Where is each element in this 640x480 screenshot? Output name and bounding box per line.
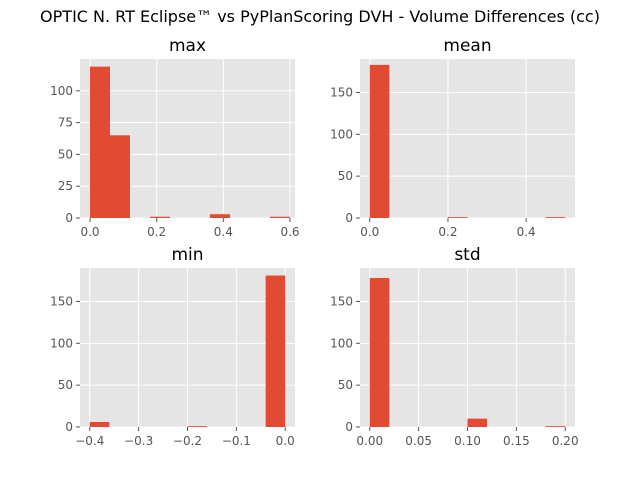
x-tick-label-max: 0.0 — [80, 225, 99, 239]
y-tick-label-max: 75 — [58, 116, 73, 130]
subplot-title-std: std — [454, 245, 480, 265]
y-tick-label-std: 0 — [345, 420, 353, 434]
y-tick-label-max: 0 — [65, 211, 73, 225]
x-tick-label-std: 0.20 — [552, 434, 579, 448]
x-tick-label-min: −0.3 — [124, 434, 153, 448]
subplot-title-mean: mean — [443, 36, 491, 56]
y-tick-label-std: 150 — [330, 294, 353, 308]
histogram-bar-min-9 — [265, 275, 286, 427]
histogram-bar-max-6 — [210, 214, 230, 218]
figure-suptitle: OPTIC N. RT Eclipse™ vs PyPlanScoring DV… — [40, 7, 600, 26]
histogram-bar-std-0 — [369, 278, 390, 427]
x-tick-label-min: −0.4 — [75, 434, 104, 448]
histogram-bar-min-0 — [89, 421, 110, 427]
histogram-bar-max-0 — [90, 66, 110, 218]
x-tick-label-min: −0.2 — [173, 434, 202, 448]
subplot-max: max 0.0 0.2 0.4 0.6 0 25 50 75 100 — [50, 36, 299, 239]
x-tick-label-mean: 0.4 — [517, 225, 536, 239]
x-tick-label-std: 0.05 — [405, 434, 432, 448]
y-tick-label-min: 50 — [58, 378, 73, 392]
histogram-bar-mean-0 — [369, 64, 390, 218]
histogram-bar-max-1 — [110, 135, 130, 218]
x-tick-label-max: 0.2 — [147, 225, 166, 239]
x-tick-label-std: 0.10 — [454, 434, 481, 448]
x-tick-label-mean: 0.2 — [438, 225, 457, 239]
y-tick-label-mean: 150 — [330, 85, 353, 99]
x-tick-label-std: 0.00 — [356, 434, 383, 448]
subplot-mean: mean 0.0 0.2 0.4 0 50 100 150 — [330, 36, 575, 239]
subplot-title-min: min — [171, 245, 203, 265]
histogram-bar-std-5 — [467, 418, 488, 427]
subplot-min: min −0.4 −0.3 −0.2 −0.1 0.0 0 50 100 150 — [50, 245, 295, 448]
y-tick-label-mean: 100 — [330, 127, 353, 141]
y-tick-label-min: 0 — [65, 420, 73, 434]
y-tick-label-max: 25 — [58, 179, 73, 193]
histogram-bar-max-9 — [270, 216, 290, 218]
x-tick-label-max: 0.4 — [214, 225, 233, 239]
y-tick-label-max: 50 — [58, 147, 73, 161]
x-tick-label-min: 0.0 — [276, 434, 295, 448]
y-tick-label-mean: 50 — [338, 169, 353, 183]
y-tick-label-mean: 0 — [345, 211, 353, 225]
x-tick-label-min: −0.1 — [222, 434, 251, 448]
histogram-bar-max-3 — [150, 216, 170, 218]
x-tick-label-std: 0.15 — [503, 434, 530, 448]
y-tick-label-std: 50 — [338, 378, 353, 392]
subplot-std: std 0.00 0.05 0.10 0.15 0.20 0 50 100 150 — [330, 245, 578, 448]
subplot-title-max: max — [169, 36, 206, 56]
x-tick-label-max: 0.6 — [280, 225, 299, 239]
y-tick-label-min: 150 — [50, 294, 73, 308]
axes-background-mean — [360, 59, 575, 218]
histogram-bar-min-5 — [187, 426, 208, 427]
y-tick-label-std: 100 — [330, 336, 353, 350]
y-tick-label-max: 100 — [50, 84, 73, 98]
histogram-bar-mean-9 — [545, 217, 566, 218]
histogram-bar-mean-4 — [447, 217, 468, 218]
y-tick-label-min: 100 — [50, 336, 73, 350]
histogram-bar-std-9 — [545, 426, 566, 427]
x-tick-label-mean: 0.0 — [360, 225, 379, 239]
